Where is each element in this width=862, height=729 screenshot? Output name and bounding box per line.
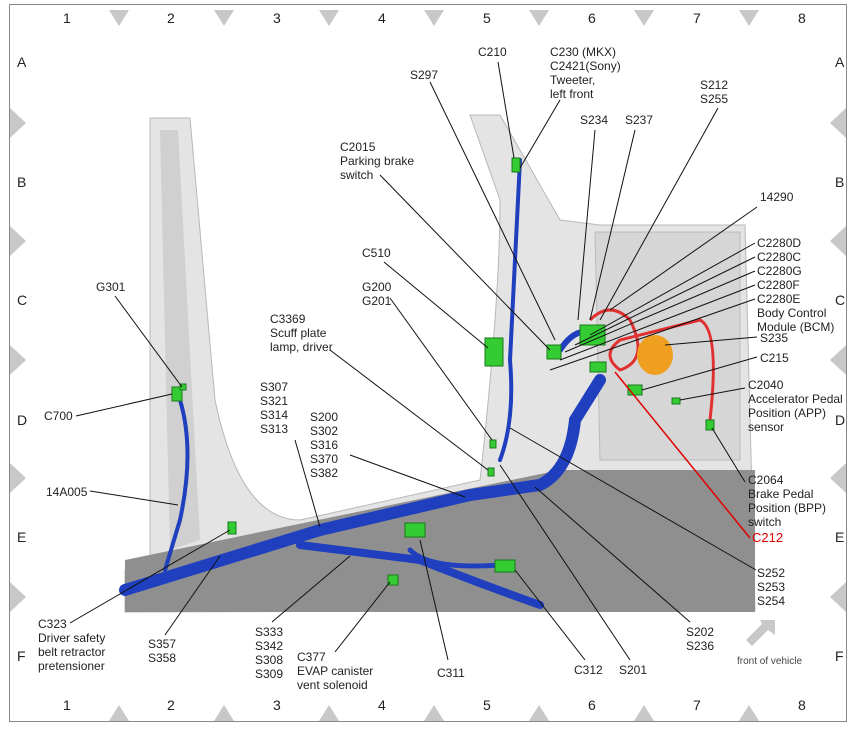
front-arrow-icon [746, 620, 775, 646]
label-s201: S201 [619, 663, 648, 677]
label-s307-group: S307 S321 S314 S313 [260, 380, 289, 436]
label-s357-group: S357 S358 [148, 637, 177, 665]
row-label: C [17, 292, 28, 308]
label-c2064-bpp-switch: C2064 Brake Pedal Position (BPP) switch [748, 473, 827, 529]
label-c2015-parking-brake: C2015 Parking brake switch [340, 140, 415, 182]
diagram-frame [9, 4, 847, 722]
connectors [171, 157, 715, 586]
label-c2040-app-sensor: C2040 Accelerator Pedal Position (APP) s… [748, 378, 843, 434]
row-label: B [17, 174, 27, 190]
label-bcm: C2280D C2280C C2280G C2280F C2280E Body … [757, 236, 835, 334]
label-c510: C510 [362, 246, 391, 260]
front-of-vehicle-label: front of vehicle [737, 656, 803, 667]
label-s297: S297 [410, 68, 439, 82]
c212-leader [614, 371, 751, 539]
grid-markers [10, 10, 846, 721]
column-label: 4 [378, 10, 386, 26]
row-label: C [835, 292, 846, 308]
label-s235: S235 [760, 331, 789, 345]
vehicle-body [124, 114, 756, 613]
label-c215: C215 [760, 351, 789, 365]
label-s200-group: S200 S302 S316 S370 S382 [310, 410, 339, 480]
label-c210: C210 [478, 45, 507, 59]
row-label: D [17, 412, 28, 428]
label-s252-group: S252 S253 S254 [757, 566, 786, 608]
bcm-harness [588, 308, 715, 421]
column-label: 7 [693, 10, 701, 26]
row-label: F [835, 648, 844, 664]
column-label: 6 [588, 697, 596, 713]
label-c377-evap: C377 EVAP canister vent solenoid [297, 650, 374, 692]
column-label: 8 [798, 697, 806, 713]
row-label: D [835, 412, 846, 428]
label-g200: G200 G201 [362, 280, 392, 308]
column-label: 3 [273, 10, 281, 26]
column-label: 4 [378, 697, 386, 713]
label-c311: C311 [437, 666, 465, 680]
row-label: A [835, 54, 845, 70]
column-label: 5 [483, 10, 491, 26]
column-label: 1 [63, 10, 71, 26]
label-c323-pretensioner: C323 Driver safety belt retractor preten… [38, 617, 106, 673]
label-14a005: 14A005 [46, 485, 88, 499]
row-label: B [835, 174, 845, 190]
bcm-module [637, 335, 673, 375]
label-c700: C700 [44, 409, 73, 423]
label-s234: S234 [580, 113, 609, 127]
column-label: 2 [167, 697, 175, 713]
column-label: 1 [63, 697, 71, 713]
label-c230-tweeter: C230 (MKX) C2421(Sony) Tweeter, left fro… [550, 45, 621, 101]
label-c3369-scuff-lamp: C3369 Scuff plate lamp, driver [270, 312, 333, 354]
label-14290: 14290 [760, 190, 794, 204]
row-label: A [17, 54, 27, 70]
label-c312: C312 [574, 663, 603, 677]
column-label: 3 [273, 697, 281, 713]
label-c212: C212 [752, 530, 784, 545]
column-label: 7 [693, 697, 701, 713]
row-label: E [835, 529, 845, 545]
column-label: 5 [483, 697, 491, 713]
leader-lines [69, 61, 758, 661]
label-s333-group: S333 S342 S308 S309 [255, 625, 284, 681]
row-label: F [17, 648, 26, 664]
column-label: 8 [798, 10, 806, 26]
label-s212: S212 S255 [700, 78, 729, 106]
label-g301: G301 [96, 280, 126, 294]
row-label: E [17, 529, 27, 545]
label-s237: S237 [625, 113, 654, 127]
column-label: 2 [167, 10, 175, 26]
label-s202-group: S202 S236 [686, 625, 715, 653]
column-label: 6 [588, 10, 596, 26]
